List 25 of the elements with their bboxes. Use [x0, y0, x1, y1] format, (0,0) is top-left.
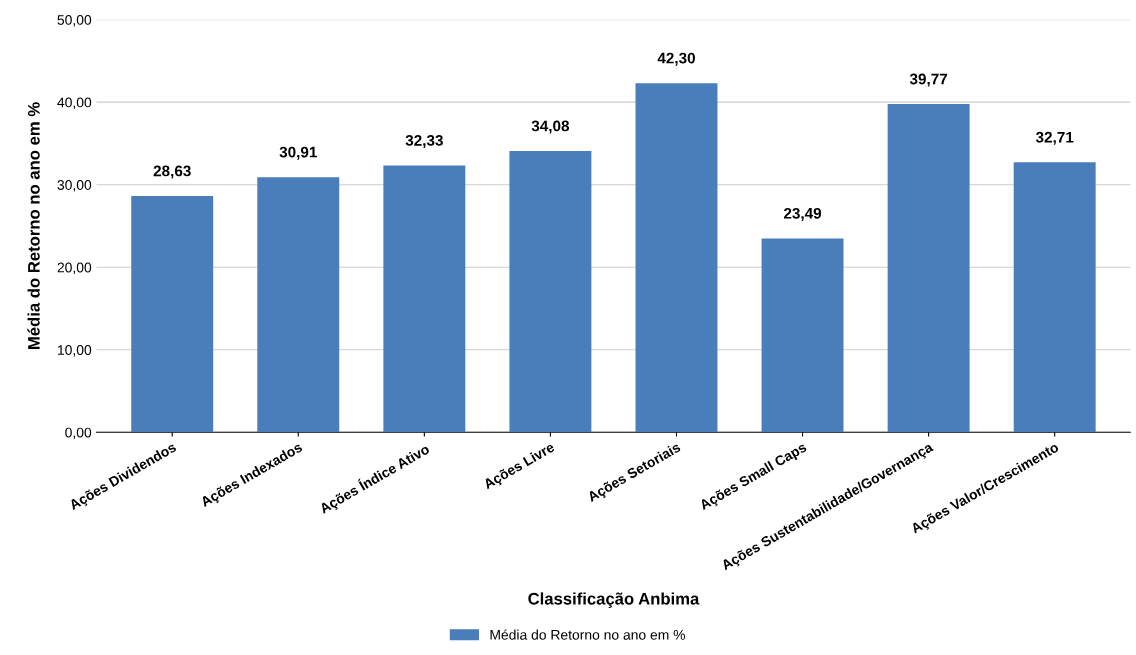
data-label: 30,91: [279, 146, 317, 160]
y-tick-label: 0,00: [65, 427, 92, 440]
y-tick-label: 20,00: [57, 262, 92, 275]
y-tick-label: 50,00: [57, 14, 92, 27]
y-tick-label: 30,00: [57, 180, 92, 192]
data-label: 39,77: [909, 73, 948, 87]
y-axis-title: Média do Retorno no ano em %: [27, 102, 40, 349]
bar: [887, 104, 970, 433]
data-label: 32,71: [1035, 131, 1074, 145]
data-label: 28,63: [153, 165, 191, 179]
legend-label: Média do Retorno no ano em %: [490, 629, 686, 640]
bar: [1013, 162, 1096, 433]
data-label: 34,08: [531, 120, 570, 134]
bar: [131, 196, 214, 433]
bar: [635, 83, 718, 433]
bar: [257, 177, 340, 433]
y-tick-label: 10,00: [58, 345, 92, 357]
y-tick-label: 40,00: [57, 97, 92, 109]
bar: [509, 151, 592, 433]
data-label: 42,30: [657, 52, 695, 66]
data-label: 32,33: [405, 134, 443, 149]
bar: [383, 165, 466, 433]
x-axis-title: Classificação Anbima: [528, 592, 700, 608]
bar: [761, 238, 844, 433]
data-label: 23,49: [783, 207, 822, 221]
